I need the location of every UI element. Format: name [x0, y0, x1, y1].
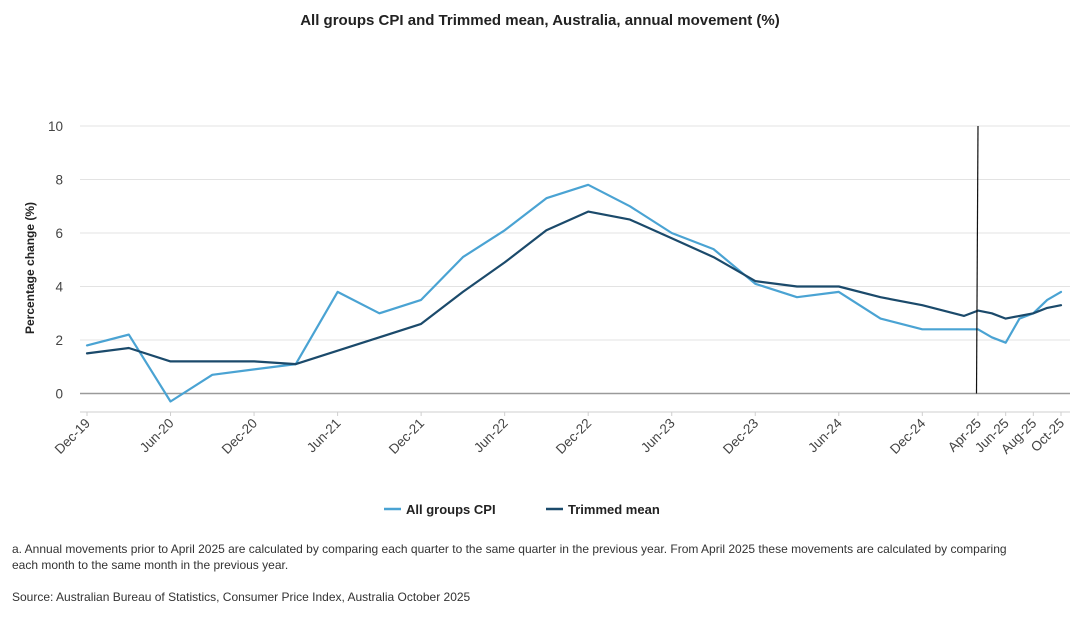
x-tick-label: Dec-20	[219, 416, 260, 457]
y-tick-label: 6	[55, 226, 63, 241]
x-tick-label: Jun-20	[137, 416, 177, 456]
chart-title: All groups CPI and Trimmed mean, Austral…	[300, 12, 780, 29]
series-lines	[85, 183, 1063, 403]
y-axis-ticks: 0 2 4 6 8 10	[48, 119, 64, 402]
legend-item: All groups CPI	[384, 502, 496, 517]
marker-line-group	[975, 125, 979, 394]
x-tick-label: Dec-22	[553, 416, 594, 457]
legend: All groups CPI Trimmed mean	[384, 502, 660, 517]
x-tick-label: Dec-23	[720, 416, 761, 457]
legend-item: Trimmed mean	[546, 502, 660, 517]
footnote: a. Annual movements prior to April 2025 …	[12, 542, 1007, 572]
series-line-trimmed-mean	[85, 210, 1063, 366]
y-axis-title: Percentage change (%)	[23, 202, 37, 334]
x-tick-label: Jun-22	[471, 416, 511, 456]
x-tick-label: Dec-21	[386, 416, 427, 457]
line-chart: 0 2 4 6 8 10 Percentage change (%) Dec-19 Jun-…	[23, 119, 1070, 517]
gridlines	[80, 125, 1070, 413]
source-note: Source: Australian Bureau of Statistics,…	[12, 590, 471, 604]
y-tick-label: 0	[55, 387, 63, 402]
y-tick-label: 4	[55, 280, 63, 295]
x-tick-label: Jun-21	[304, 416, 344, 456]
x-tick-label: Dec-19	[52, 416, 93, 457]
break-marker-line	[975, 125, 979, 394]
legend-label: Trimmed mean	[568, 502, 660, 517]
y-tick-label: 2	[55, 333, 63, 348]
x-tick-label: Jun-23	[638, 416, 678, 456]
y-tick-label: 8	[55, 173, 63, 188]
y-tick-label: 10	[48, 119, 63, 134]
x-axis-ticks: Dec-19 Jun-20 Dec-20 Jun-21 Dec-21 Jun-22 Dec-…	[52, 412, 1067, 457]
x-tick-label: Jun-24	[805, 415, 845, 455]
x-tick-label: Dec-24	[887, 415, 929, 457]
series-line-all-groups-cpi	[85, 183, 1063, 403]
legend-label: All groups CPI	[406, 502, 496, 517]
